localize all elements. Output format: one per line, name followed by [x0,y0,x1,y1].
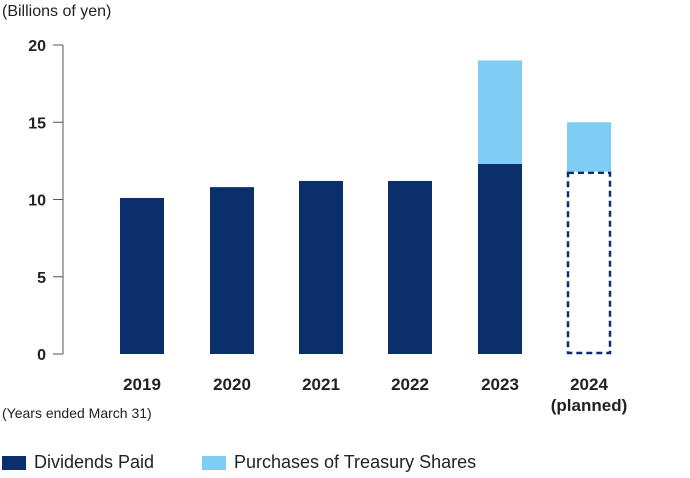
x-tick-label: 2019 [123,375,161,394]
y-tick-label: 10 [28,193,46,210]
legend-label-dividends: Dividends Paid [34,452,155,472]
x-tick-label: 2023 [481,375,519,394]
bar-dividends [210,187,254,354]
legend-item-dividends: Dividends Paid [2,452,154,473]
y-tick-label: 20 [28,38,46,55]
bar-dividends [388,180,432,354]
bar-treasury-purchases [567,122,611,172]
legend-swatch-treasury [202,455,226,470]
x-tick-label: 2024 [570,375,608,394]
y-tick-label: 15 [28,115,46,132]
bar-dividends [478,163,522,354]
x-tick-label: 2021 [302,375,340,394]
legend-swatch-dividends [2,455,26,470]
x-axis-note: (Years ended March 31) [2,405,152,421]
legend-item-treasury: Purchases of Treasury Shares [202,452,476,473]
bar-dividends [120,197,164,354]
bar-dividends [299,180,343,354]
y-tick-label: 5 [37,270,46,287]
x-tick-label: 2022 [391,375,429,394]
x-tick-label: (planned) [551,396,628,415]
y-tick-label: 0 [37,347,46,364]
x-tick-label: 2020 [213,375,251,394]
bar-treasury-purchases [478,60,522,164]
legend-label-treasury: Purchases of Treasury Shares [234,452,477,472]
bar-dividends-planned [566,171,612,355]
y-axis-unit-label: (Billions of yen) [2,3,112,20]
